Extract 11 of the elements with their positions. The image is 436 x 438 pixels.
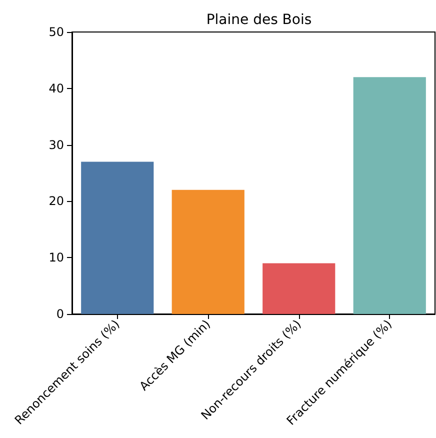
chart-title: Plaine des Bois: [206, 12, 312, 28]
y-tick-label: 50: [48, 25, 64, 39]
y-tick-label: 30: [48, 138, 64, 152]
y-tick-label: 0: [56, 307, 64, 321]
bar: [262, 263, 336, 314]
bar: [353, 77, 426, 314]
y-tick-label: 40: [48, 81, 64, 96]
bar: [172, 190, 244, 314]
bar: [81, 162, 154, 314]
y-tick-label: 20: [48, 194, 64, 208]
y-tick-label: 10: [48, 250, 64, 265]
